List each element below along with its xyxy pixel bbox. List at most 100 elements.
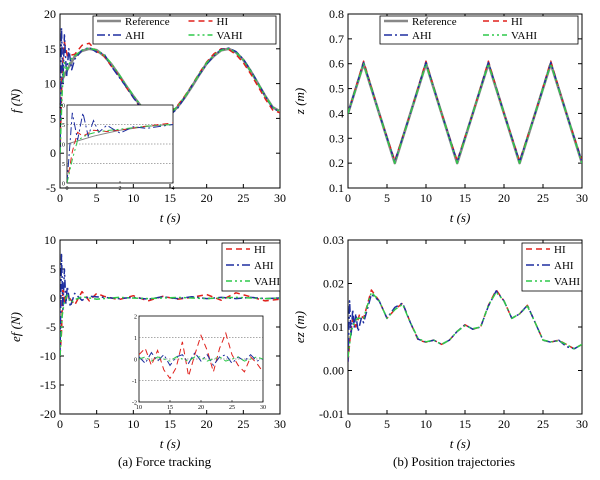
x-tick-label: 25 bbox=[237, 191, 249, 205]
y-tick-label: 20 bbox=[44, 7, 56, 21]
x-tick-label: 0 bbox=[345, 191, 351, 205]
series-line-ahi bbox=[348, 61, 582, 163]
series-line-vahi bbox=[348, 62, 582, 164]
y-tick-label: -10 bbox=[40, 349, 56, 363]
y-tick-label: 0.00 bbox=[323, 364, 344, 378]
x-tick-label: 5 bbox=[94, 191, 100, 205]
legend-label-vahi: VAHI bbox=[554, 276, 580, 288]
legend-label-vahi: VAHI bbox=[254, 276, 280, 288]
y-tick-label: 0.3 bbox=[329, 131, 344, 145]
x-axis-label: t (s) bbox=[450, 210, 471, 225]
inset-f: 0 5 10 15 20 0 2 4 bbox=[59, 104, 175, 193]
series-group bbox=[348, 289, 582, 362]
y-tick-label: 5 bbox=[50, 262, 56, 276]
y-tick-label: -15 bbox=[40, 378, 56, 392]
x-axis-label: t (s) bbox=[160, 436, 181, 451]
x-tick-label: 30 bbox=[274, 417, 286, 431]
y-axis-label: f (N) bbox=[8, 89, 23, 113]
x-tick-label: 20 bbox=[201, 417, 213, 431]
x-tick-label: 15 bbox=[459, 417, 471, 431]
legend-label-ahi: AHI bbox=[254, 260, 274, 272]
inset-x-tick-label: 0 bbox=[66, 186, 69, 192]
legend-label-vahi: VAHI bbox=[511, 30, 537, 42]
x-tick-label: 30 bbox=[576, 191, 588, 205]
y-tick-label: 0.01 bbox=[323, 320, 344, 334]
inset-series-line-vahi bbox=[67, 124, 173, 183]
inset-x-tick-label: 25 bbox=[229, 405, 235, 411]
y-axis-label: ez (m) bbox=[292, 311, 307, 343]
series-line-vahi bbox=[60, 294, 280, 357]
legend-label-hi: HI bbox=[217, 16, 229, 28]
x-tick-label: 30 bbox=[274, 191, 286, 205]
legend-label-reference: Reference bbox=[412, 16, 457, 28]
x-tick-label: 10 bbox=[420, 191, 432, 205]
x-tick-label: 10 bbox=[127, 417, 139, 431]
x-tick-label: 20 bbox=[498, 417, 510, 431]
y-axis-label: z (m) bbox=[292, 88, 307, 115]
y-tick-label: 0 bbox=[50, 291, 56, 305]
y-tick-label: 10 bbox=[44, 77, 56, 91]
x-tick-label: 5 bbox=[384, 417, 390, 431]
y-axis-label: ef (N) bbox=[8, 312, 23, 342]
inset-x-tick-label: 2 bbox=[119, 186, 122, 192]
chart-z: 0 5 10 15 20 25 30 0.1 0.2 0.3 0.4 0.5 0.6 0.7 0.8 t (s… bbox=[292, 7, 588, 225]
inset-x-tick-label: 10 bbox=[136, 405, 142, 411]
x-tick-label: 25 bbox=[237, 417, 249, 431]
series-line-hi bbox=[348, 60, 582, 162]
series-line-ahi bbox=[60, 253, 280, 357]
x-tick-label: 0 bbox=[345, 417, 351, 431]
inset-y-tick-label: 20 bbox=[59, 104, 65, 110]
inset-y-tick-label: 10 bbox=[59, 143, 65, 149]
series-group bbox=[60, 253, 280, 357]
x-axis-label: t (s) bbox=[160, 210, 181, 225]
inset-x-tick-label: 30 bbox=[260, 405, 266, 411]
series-line-vahi bbox=[348, 291, 582, 358]
y-tick-label: 15 bbox=[44, 42, 56, 56]
inset-x-tick-label: 20 bbox=[198, 405, 204, 411]
inset-series-group bbox=[139, 331, 263, 380]
inset-x-tick-label: 15 bbox=[167, 405, 173, 411]
legend-ez: HI AHI VAHI bbox=[521, 242, 583, 292]
y-tick-label: 0 bbox=[50, 146, 56, 160]
y-tick-label: 0.7 bbox=[329, 32, 344, 46]
inset-series-group bbox=[67, 112, 173, 183]
x-axis-label: t (s) bbox=[450, 436, 471, 451]
chart-ez: 0 5 10 15 20 25 30 -0.01 0.00 0.01 0.02 0.03 t (s) ez… bbox=[292, 233, 588, 451]
legend-frame bbox=[92, 15, 277, 45]
y-tick-label: 0.5 bbox=[329, 82, 344, 96]
legend-label-ahi: AHI bbox=[554, 260, 574, 272]
inset-y-tick-label: -2 bbox=[132, 401, 137, 407]
x-tick-label: 5 bbox=[94, 417, 100, 431]
y-tick-label: 0.6 bbox=[329, 57, 344, 71]
inset-y-tick-label: 2 bbox=[134, 315, 137, 321]
x-tick-label: 20 bbox=[201, 191, 213, 205]
inset-y-tick-label: 5 bbox=[62, 162, 65, 168]
legend-frame bbox=[521, 242, 583, 292]
x-tick-label: 10 bbox=[127, 191, 139, 205]
y-tick-label: 0.2 bbox=[329, 156, 344, 170]
inset-y-tick-label: 0 bbox=[134, 358, 137, 364]
inset-series-line-vahi bbox=[139, 356, 263, 362]
inset-y-tick-label: 15 bbox=[59, 123, 65, 129]
inset-y-tick-label: -1 bbox=[132, 379, 137, 385]
inset-series-line-ahi bbox=[67, 112, 173, 183]
caption-position-trajectories: (b) Position trajectories bbox=[393, 454, 516, 469]
inset-y-tick-label: 1 bbox=[134, 336, 137, 342]
x-tick-label: 25 bbox=[537, 417, 549, 431]
y-tick-label: -5 bbox=[46, 181, 56, 195]
x-tick-label: 0 bbox=[57, 417, 63, 431]
legend-frame bbox=[379, 15, 579, 45]
y-tick-label: -20 bbox=[40, 407, 56, 421]
legend-frame bbox=[221, 242, 281, 292]
x-tick-label: 15 bbox=[164, 417, 176, 431]
inset-series-line-hi bbox=[139, 331, 263, 380]
inset-ef: -2 -1 0 1 2 10 15 20 25 30 bbox=[132, 315, 266, 412]
x-tick-label: 20 bbox=[498, 191, 510, 205]
x-tick-label: 15 bbox=[164, 191, 176, 205]
legend-label-ahi: AHI bbox=[412, 30, 432, 42]
y-tick-label: 0.03 bbox=[323, 233, 344, 247]
y-tick-label: 5 bbox=[50, 111, 56, 125]
